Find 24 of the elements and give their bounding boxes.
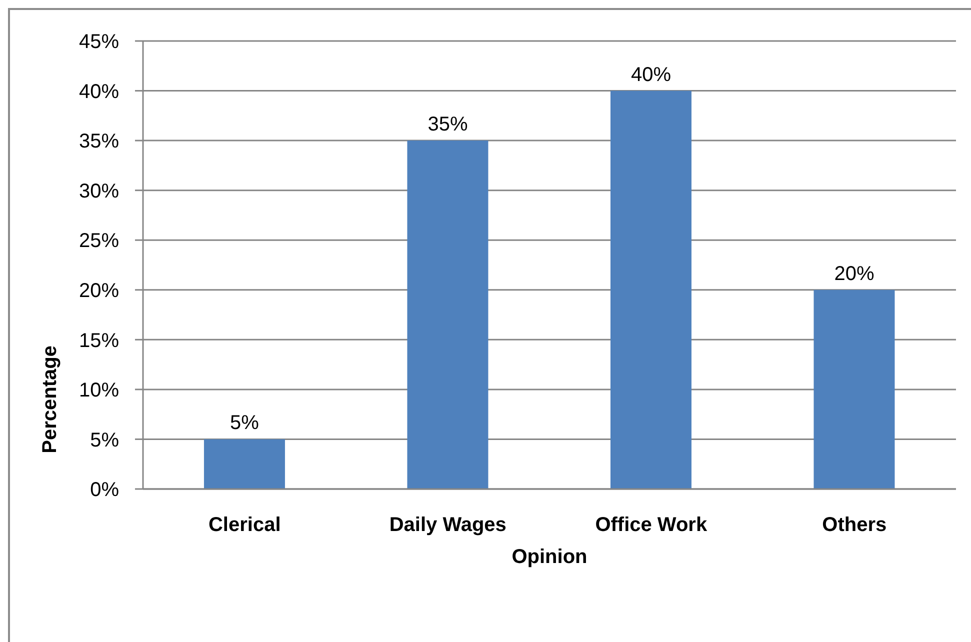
x-tick-label: Others (822, 514, 887, 536)
x-axis-title: Opinion (512, 546, 588, 568)
y-tick-label: 45% (78, 31, 120, 54)
bar (610, 90, 692, 489)
y-tick-label: 5% (90, 429, 120, 452)
y-tick-label: 10% (78, 380, 120, 402)
y-tick-label: 15% (78, 330, 120, 352)
y-tick-label: 35% (78, 130, 120, 153)
data-label: 35% (428, 114, 468, 136)
bar (814, 290, 895, 489)
y-tick-label: 25% (78, 230, 120, 252)
x-tick-label: Daily Wages (389, 514, 506, 536)
x-tick-label: Office Work (595, 514, 708, 536)
y-tick-label: 0% (90, 479, 120, 502)
data-label: 5% (230, 412, 260, 434)
y-tick-label: 40% (78, 80, 120, 103)
bar (204, 439, 285, 489)
y-tick-label: 20% (78, 280, 120, 302)
data-label: 20% (834, 262, 874, 285)
bar (407, 140, 488, 489)
y-axis-title: Percentage (39, 345, 61, 454)
x-tick-label: Clerical (208, 514, 281, 536)
data-label: 40% (630, 64, 672, 86)
y-tick-label: 30% (78, 180, 120, 202)
